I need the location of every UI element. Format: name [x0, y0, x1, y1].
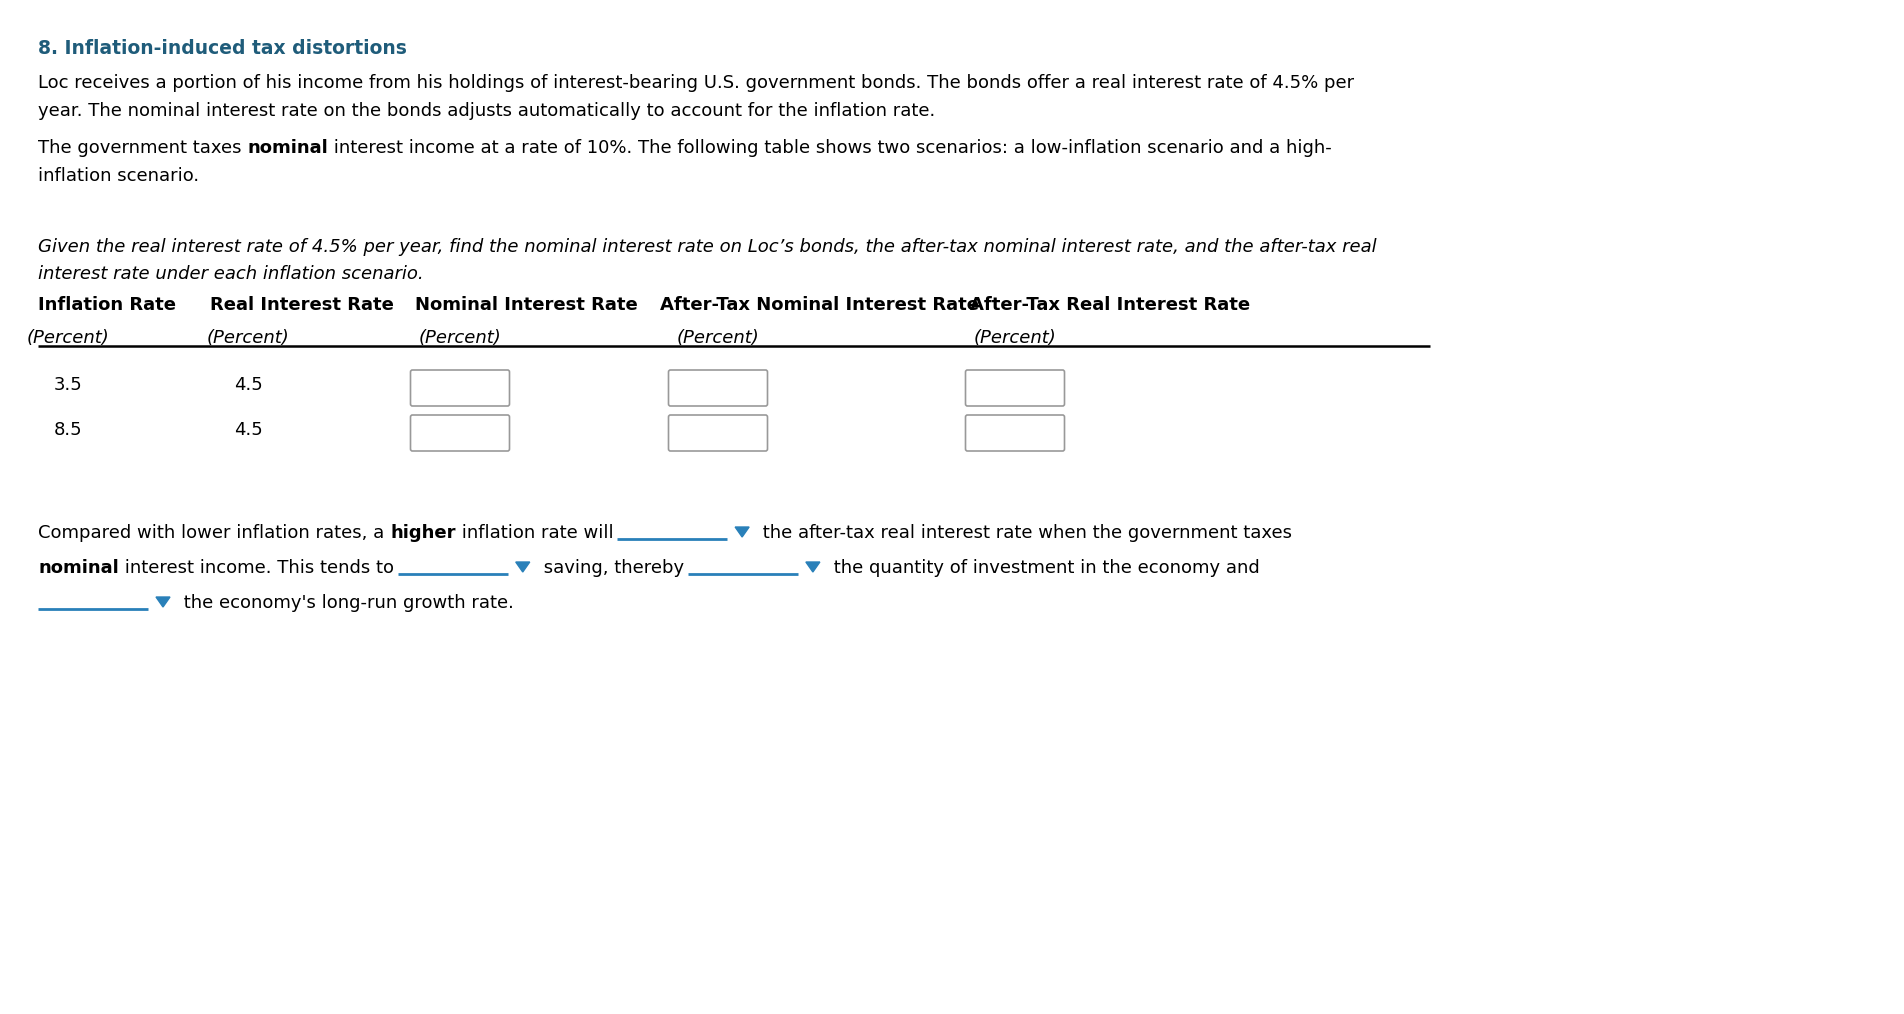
Text: Nominal Interest Rate: Nominal Interest Rate	[415, 296, 638, 314]
Text: After-Tax Real Interest Rate: After-Tax Real Interest Rate	[969, 296, 1251, 314]
Text: (Percent): (Percent)	[419, 329, 501, 347]
Text: Inflation Rate: Inflation Rate	[38, 296, 175, 314]
Text: higher: higher	[390, 524, 455, 542]
Polygon shape	[805, 562, 821, 572]
Polygon shape	[156, 597, 169, 607]
FancyBboxPatch shape	[668, 370, 767, 406]
Text: (Percent): (Percent)	[676, 329, 760, 347]
Text: inflation scenario.: inflation scenario.	[38, 167, 200, 185]
Text: inflation rate will: inflation rate will	[455, 524, 613, 542]
Text: nominal: nominal	[248, 139, 327, 157]
Text: (Percent): (Percent)	[27, 329, 109, 347]
Text: the after-tax real interest rate when the government taxes: the after-tax real interest rate when th…	[758, 524, 1293, 542]
Text: (Percent): (Percent)	[208, 329, 289, 347]
Polygon shape	[735, 527, 748, 537]
FancyBboxPatch shape	[411, 370, 510, 406]
Text: (Percent): (Percent)	[973, 329, 1057, 347]
Text: interest income. This tends to: interest income. This tends to	[118, 559, 394, 577]
Text: 3.5: 3.5	[53, 376, 82, 394]
Text: the quantity of investment in the economy and: the quantity of investment in the econom…	[828, 559, 1260, 577]
Polygon shape	[516, 562, 529, 572]
Text: Real Interest Rate: Real Interest Rate	[209, 296, 394, 314]
Text: nominal: nominal	[38, 559, 118, 577]
Text: interest income at a rate of 10%. The following table shows two scenarios: a low: interest income at a rate of 10%. The fo…	[327, 139, 1331, 157]
Text: Given the real interest rate of 4.5% per year, find the nominal interest rate on: Given the real interest rate of 4.5% per…	[38, 238, 1377, 256]
Text: year. The nominal interest rate on the bonds adjusts automatically to account fo: year. The nominal interest rate on the b…	[38, 102, 935, 120]
Text: Compared with lower inflation rates, a: Compared with lower inflation rates, a	[38, 524, 390, 542]
FancyBboxPatch shape	[965, 370, 1064, 406]
FancyBboxPatch shape	[668, 415, 767, 451]
FancyBboxPatch shape	[965, 415, 1064, 451]
Text: 8.5: 8.5	[53, 421, 82, 439]
Text: saving, thereby: saving, thereby	[537, 559, 684, 577]
Text: 4.5: 4.5	[234, 421, 263, 439]
Text: interest rate under each inflation scenario.: interest rate under each inflation scena…	[38, 265, 423, 283]
Text: 8. Inflation-induced tax distortions: 8. Inflation-induced tax distortions	[38, 39, 407, 58]
Text: 4.5: 4.5	[234, 376, 263, 394]
Text: After-Tax Nominal Interest Rate: After-Tax Nominal Interest Rate	[661, 296, 979, 314]
Text: The government taxes: The government taxes	[38, 139, 248, 157]
Text: Loc receives a portion of his income from his holdings of interest-bearing U.S. : Loc receives a portion of his income fro…	[38, 74, 1354, 92]
Text: the economy's long-run growth rate.: the economy's long-run growth rate.	[177, 594, 514, 612]
FancyBboxPatch shape	[411, 415, 510, 451]
